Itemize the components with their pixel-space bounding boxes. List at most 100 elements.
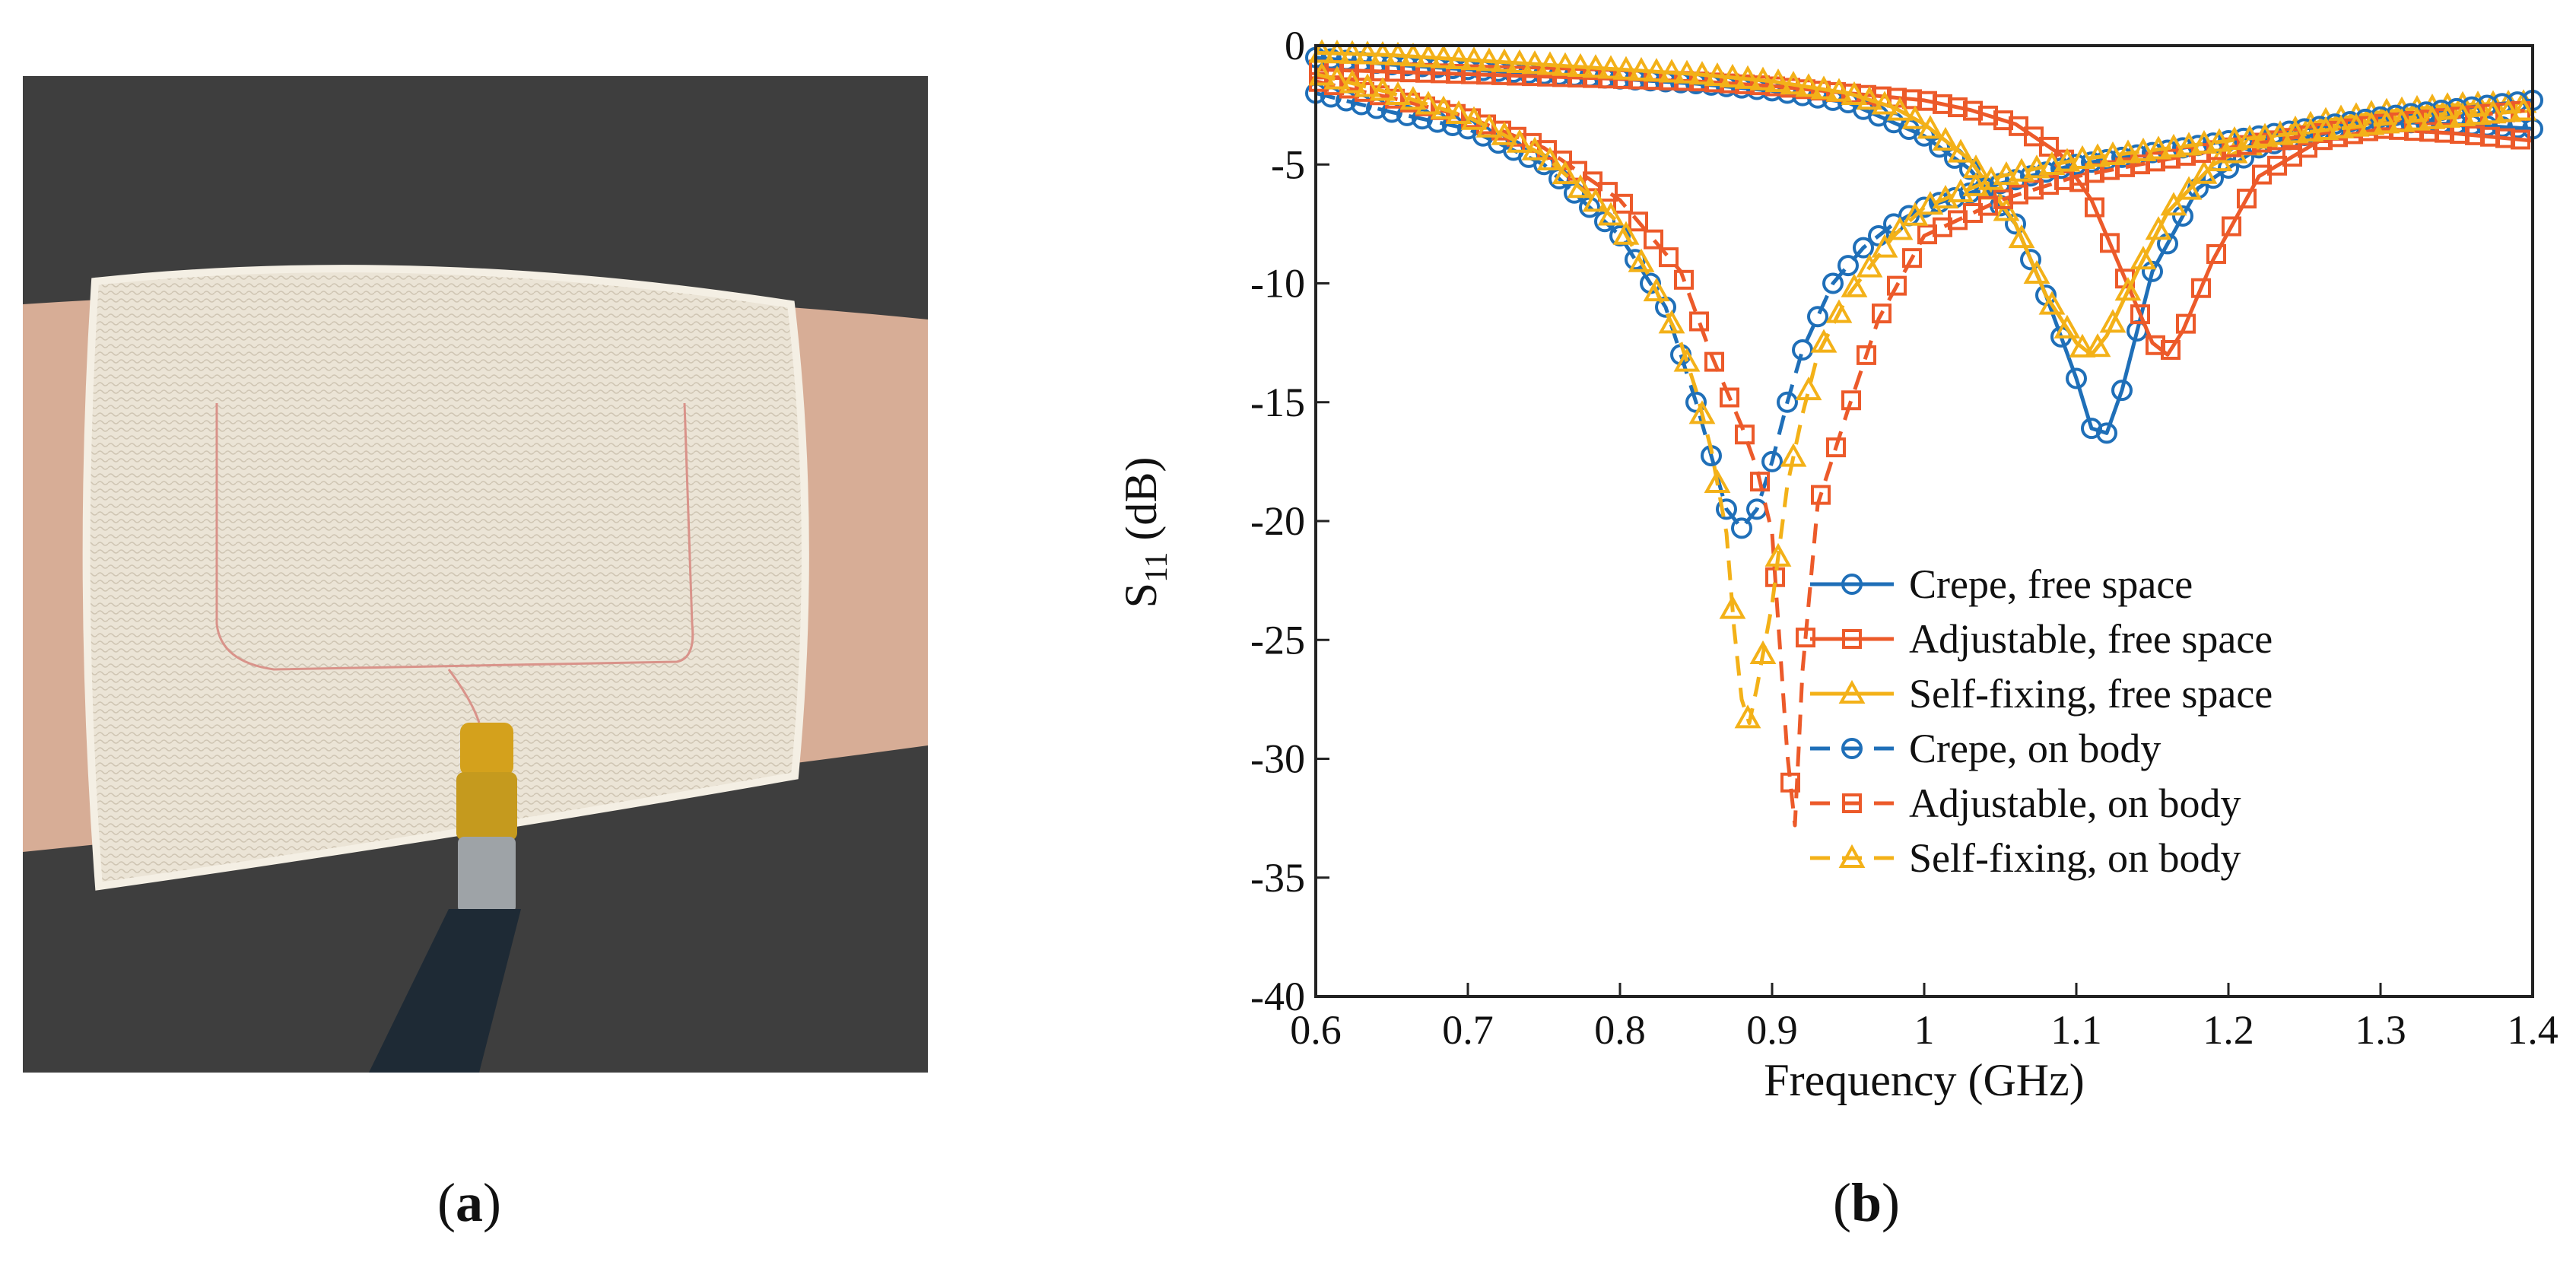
data-point (1704, 351, 1724, 372)
data-point (1764, 68, 1792, 93)
legend-item: Self-fixing, free space (1810, 671, 2273, 717)
data-point (2495, 98, 2522, 122)
data-point (1506, 49, 1533, 73)
data-point (1886, 216, 1914, 240)
data-point (1688, 61, 1716, 85)
data-point (1354, 40, 1381, 65)
data-point (2419, 105, 2446, 129)
data-point (1947, 138, 1974, 163)
data-point (1887, 275, 1907, 296)
data-point (1871, 91, 1898, 115)
data-point (1734, 65, 1761, 89)
data-point (1917, 115, 1944, 139)
data-point (2114, 139, 2142, 164)
data-point (1475, 47, 1503, 72)
legend-marker (1841, 738, 1863, 759)
data-point (2114, 277, 2142, 301)
data-point (1552, 52, 1579, 76)
data-point (1460, 106, 1488, 130)
data-point (1704, 469, 1731, 493)
data-point (2222, 216, 2241, 237)
data-point (2160, 192, 2187, 216)
data-point (1552, 161, 1579, 185)
data-point (1704, 62, 1731, 87)
y-tick-label: -40 (1250, 974, 1305, 1019)
data-point (1734, 704, 1761, 729)
data-point (2237, 189, 2257, 209)
data-point (2511, 129, 2530, 150)
data-point (2008, 224, 2035, 249)
panel-label-b: (b) (1833, 1172, 1901, 1233)
data-point (1628, 211, 1648, 232)
data-point (1339, 40, 1366, 64)
legend-item: Self-fixing, on body (1810, 835, 2241, 881)
data-point (2358, 111, 2385, 135)
data-point (2236, 124, 2263, 148)
data-point (2130, 304, 2150, 325)
data-point (2176, 313, 2196, 334)
data-point (1399, 86, 1427, 110)
data-point (2175, 132, 2203, 156)
data-point (1384, 41, 1412, 65)
data-point (1932, 126, 1959, 151)
data-point (2218, 157, 2239, 179)
data-point (1886, 97, 1914, 121)
data-point (1853, 237, 1874, 259)
data-point (1369, 77, 1396, 101)
data-point (1521, 50, 1548, 75)
data-point (2206, 128, 2233, 152)
data-point (1475, 113, 1503, 138)
legend-label: Self-fixing, on body (1909, 835, 2241, 881)
embroidered-antenna-trace (215, 402, 694, 723)
data-point (2510, 97, 2537, 121)
data-point (1430, 44, 1457, 68)
data-point (1749, 640, 1777, 664)
data-point (2191, 278, 2211, 298)
data-point (1644, 229, 1663, 250)
data-point (1871, 234, 1898, 258)
data-point (1795, 73, 1822, 97)
x-tick-label: 1.2 (2203, 1007, 2254, 1053)
data-point (1780, 772, 1800, 793)
data-point (1720, 387, 1739, 408)
data-point (1810, 329, 1838, 353)
data-point (1658, 310, 1685, 334)
data-point (1841, 390, 1861, 411)
data-point (1841, 273, 1868, 297)
data-point (1613, 193, 1633, 214)
data-point (1673, 348, 1701, 372)
data-point (1719, 595, 1746, 619)
data-point (2145, 135, 2172, 160)
data-point (1339, 69, 1366, 94)
data-point (2009, 116, 2028, 136)
data-point (1764, 542, 1792, 567)
data-point (1491, 48, 1518, 72)
data-point (2327, 114, 2355, 138)
legend: Crepe, free space Adjustable, free space S… (1810, 561, 2273, 881)
data-point (2145, 216, 2172, 240)
data-point (2434, 92, 2461, 116)
legend-item: Adjustable, free space (1810, 616, 2273, 662)
data-point (1856, 253, 1883, 278)
data-point (1825, 78, 1853, 102)
data-point (1521, 136, 1548, 161)
data-point (2084, 143, 2111, 167)
data-point (1856, 86, 1883, 110)
data-point (1673, 59, 1701, 84)
legend-marker (1842, 793, 1862, 813)
data-point (1857, 345, 1876, 365)
data-point (2100, 233, 2120, 253)
data-point (2206, 243, 2226, 264)
data-point (1628, 56, 1655, 81)
data-point (2403, 106, 2431, 131)
y-tick-label: -25 (1250, 617, 1305, 663)
data-point (1838, 255, 1859, 277)
data-point (1445, 45, 1472, 69)
data-point (2373, 110, 2400, 134)
legend-marker (1842, 629, 1862, 649)
x-tick-label: 1 (1914, 1007, 1935, 1053)
data-point (1689, 311, 1709, 332)
data-point (1399, 43, 1427, 67)
data-point (2130, 137, 2157, 161)
data-point (1810, 75, 1838, 100)
